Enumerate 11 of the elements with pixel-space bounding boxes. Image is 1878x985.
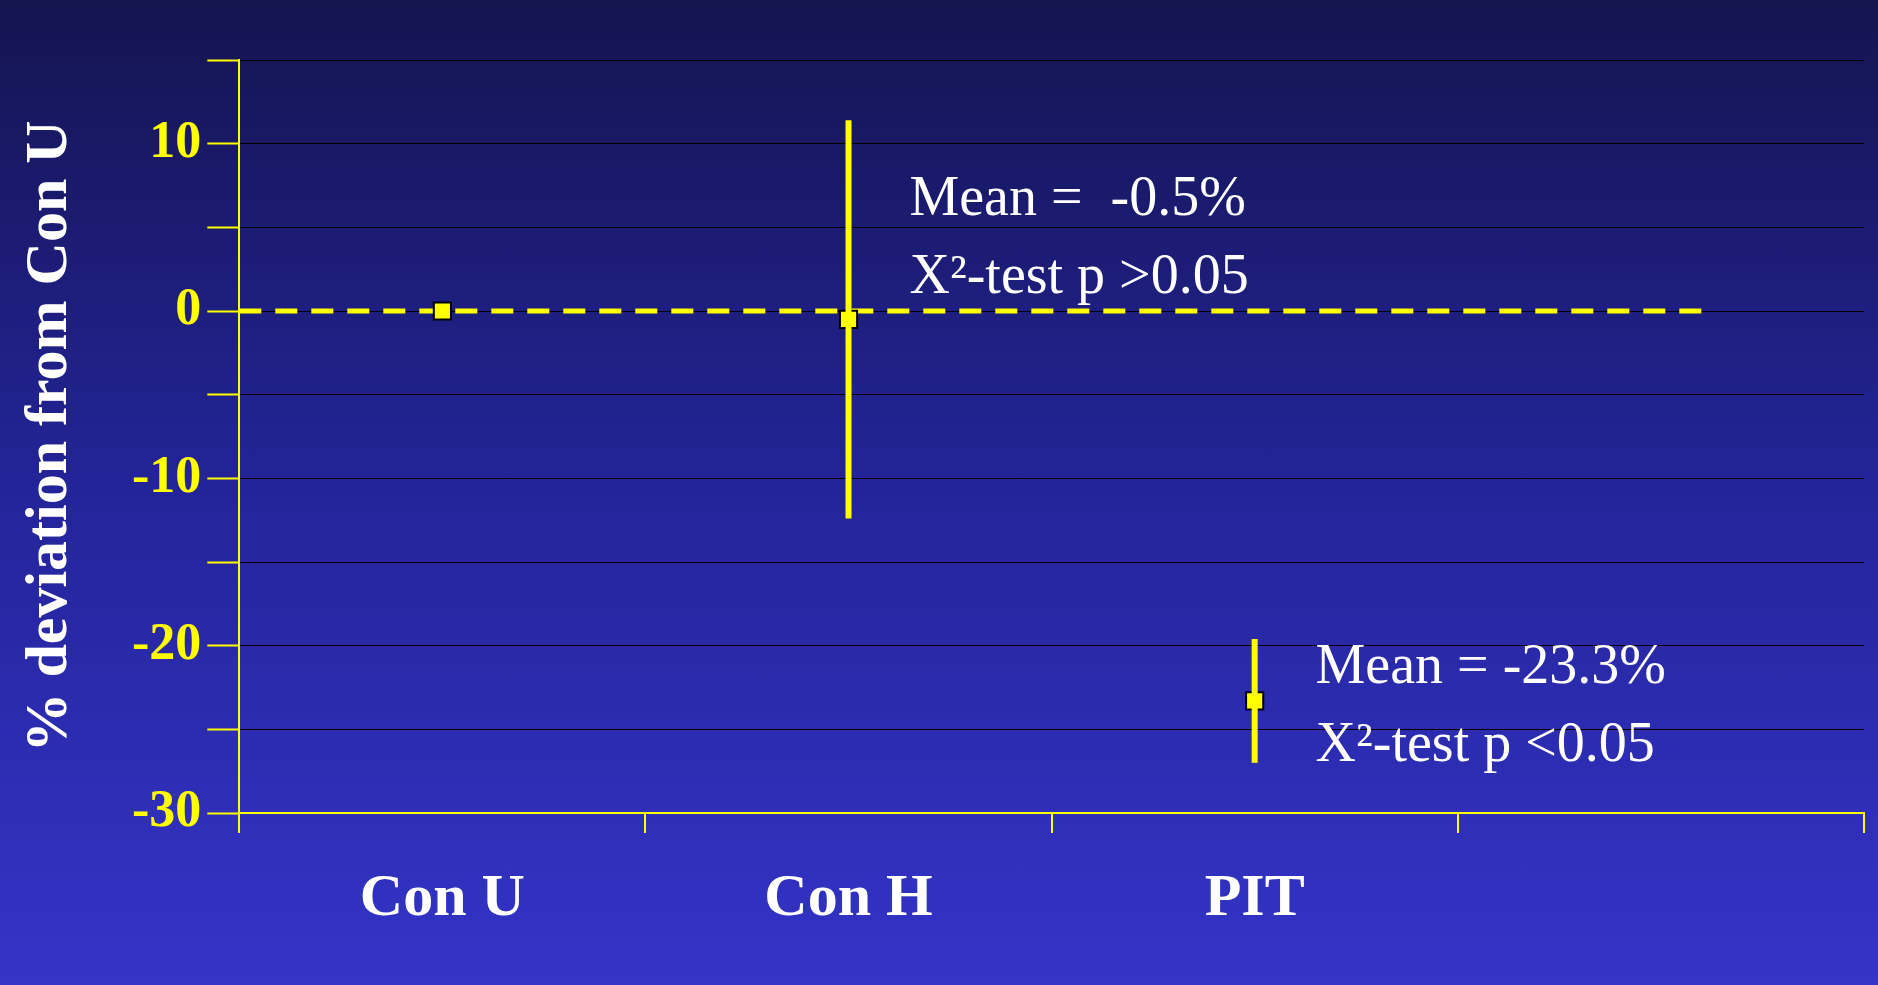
annotation: Mean = -0.5% X²-test p >0.05	[909, 164, 1249, 305]
y-tick-label: 10	[149, 111, 202, 169]
x-tick-label: Con H	[764, 861, 933, 928]
x-tick-label: PIT	[1204, 861, 1305, 928]
y-tick-label: -20	[131, 613, 202, 671]
y-tick-label: 0	[175, 278, 202, 336]
y-axis-title: % deviation from Con U	[12, 120, 79, 753]
x-tick-label: Con U	[359, 861, 525, 928]
annotation: Mean = -23.3% X²-test p <0.05	[1315, 633, 1666, 774]
y-tick-label: -30	[131, 780, 202, 838]
y-tick-label: -10	[131, 445, 202, 503]
